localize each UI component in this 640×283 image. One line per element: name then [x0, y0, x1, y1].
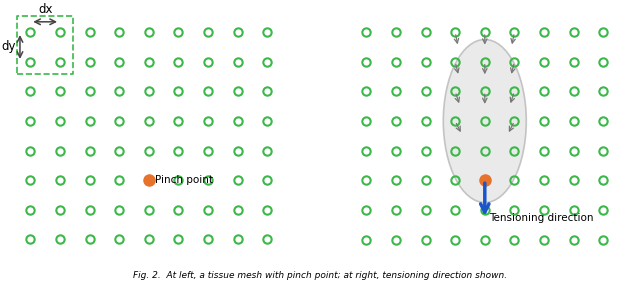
Ellipse shape [444, 40, 526, 203]
Text: Pinch point: Pinch point [155, 175, 212, 185]
Text: dy: dy [1, 40, 15, 53]
Text: dx: dx [38, 3, 52, 16]
Text: Fig. 2.  At left, a tissue mesh with pinch point; at right, tensioning direction: Fig. 2. At left, a tissue mesh with pinc… [133, 271, 507, 280]
Text: Tensioning direction: Tensioning direction [489, 213, 594, 223]
